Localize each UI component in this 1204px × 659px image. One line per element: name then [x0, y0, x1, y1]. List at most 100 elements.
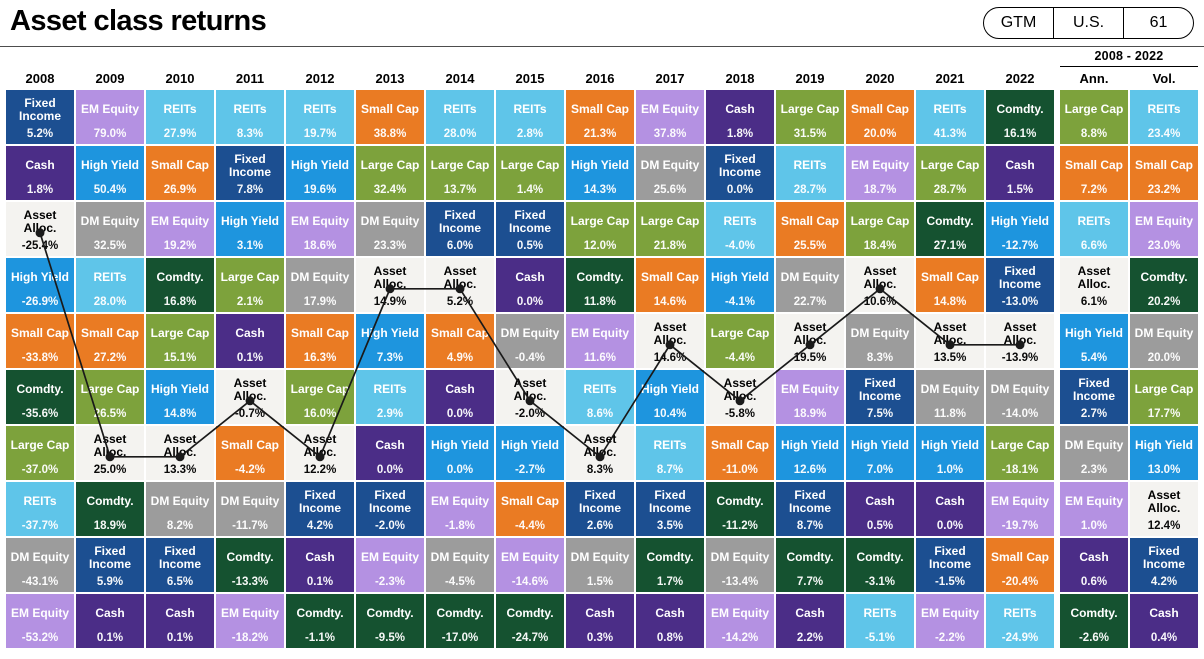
return-cell: Cash 0.5%	[846, 482, 914, 536]
return-cell: EM Equity -1.8%	[426, 482, 494, 536]
asset-label: High Yield	[710, 270, 769, 285]
return-value: 16.3%	[303, 352, 337, 364]
asset-label: DM Equity	[80, 214, 140, 229]
asset-label: REITs	[723, 214, 757, 229]
column-header: 2016	[585, 71, 615, 86]
return-value: 2.1%	[236, 296, 264, 308]
asset-label: High Yield	[990, 214, 1049, 229]
return-value: -25.4%	[21, 240, 59, 252]
asset-label: EM Equity	[570, 326, 629, 341]
asset-label: Comdty.	[1140, 270, 1188, 285]
return-cell: Large Cap -18.1%	[986, 426, 1054, 480]
return-cell: Fixed Income 8.7%	[776, 482, 844, 536]
asset-label: DM Equity	[780, 270, 840, 285]
column-2017: 2017 EM Equity 37.8% DM Equity 25.6% Large Ca…	[636, 71, 704, 648]
asset-label: Small Cap	[640, 270, 700, 285]
column-2011: 2011 REITs 8.3% Fixed Income 7.8% High Yield 3…	[216, 71, 284, 648]
asset-label: Large Cap	[990, 438, 1050, 453]
return-cell: Asset Alloc. 14.6%	[636, 314, 704, 368]
asset-label: REITs	[1077, 214, 1111, 229]
asset-label: DM Equity	[10, 550, 70, 565]
return-cell: Asset Alloc. 5.2%	[426, 258, 494, 312]
return-cell: Cash 0.1%	[286, 538, 354, 592]
return-cell: Cash 0.3%	[566, 594, 634, 648]
asset-label: DM Equity	[220, 494, 280, 509]
return-value: 6.5%	[166, 576, 194, 588]
return-cell: Fixed Income 5.2%	[6, 90, 74, 144]
return-value: -1.1%	[304, 632, 336, 644]
asset-label: Asset Alloc.	[793, 319, 827, 347]
return-value: 7.7%	[796, 576, 824, 588]
asset-label: Comdty.	[226, 550, 274, 565]
return-value: -14.2%	[721, 632, 759, 644]
return-value: 14.3%	[583, 184, 617, 196]
return-value: 1.7%	[656, 576, 684, 588]
return-cell: REITs 8.3%	[216, 90, 284, 144]
asset-label: Comdty.	[296, 606, 344, 621]
asset-label: Small Cap	[10, 326, 70, 341]
return-cell: Fixed Income -13.0%	[986, 258, 1054, 312]
return-cell: DM Equity 20.0%	[1130, 314, 1198, 368]
return-value: -19.7%	[1001, 520, 1039, 532]
column-2022: 2022 Comdty. 16.1% Cash 1.5% High Yield -12.7%…	[986, 71, 1054, 648]
return-cell: Fixed Income 0.5%	[496, 202, 564, 256]
asset-label: DM Equity	[570, 550, 630, 565]
return-value: 26.5%	[93, 408, 127, 420]
asset-label: Cash	[1149, 606, 1179, 621]
return-value: 27.2%	[93, 352, 127, 364]
return-value: -26.9%	[21, 296, 59, 308]
asset-label: DM Equity	[1064, 438, 1124, 453]
return-value: 18.9%	[93, 520, 127, 532]
return-value: 5.9%	[96, 576, 124, 588]
return-value: 25.5%	[793, 240, 827, 252]
return-value: 38.8%	[373, 128, 407, 140]
column-2018: 2018 Cash 1.8% Fixed Income 0.0% REITs -4.0% Hi…	[706, 71, 774, 648]
summary-range-header: 2008 - 2022	[1060, 49, 1198, 67]
return-value: 14.6%	[653, 296, 687, 308]
asset-label: High Yield	[640, 382, 699, 397]
return-value: 2.6%	[586, 520, 614, 532]
asset-label: DM Equity	[850, 326, 910, 341]
return-cell: High Yield 10.4%	[636, 370, 704, 424]
return-cell: Cash 0.1%	[216, 314, 284, 368]
return-value: -12.7%	[1001, 240, 1039, 252]
column-header: 2018	[725, 71, 755, 86]
column-2013: 2013 Small Cap 38.8% Large Cap 32.4% DM Equit…	[356, 71, 424, 648]
return-value: 6.6%	[1080, 240, 1108, 252]
column-2008: 2008 Fixed Income 5.2% Cash 1.8% Asset Alloc.…	[6, 71, 74, 648]
slide-header: Asset class returns GTM U.S. 61	[0, 0, 1204, 40]
return-cell: Cash 1.8%	[6, 146, 74, 200]
return-cell: Asset Alloc. 14.9%	[356, 258, 424, 312]
asset-label: High Yield	[920, 438, 979, 453]
asset-label: REITs	[373, 382, 407, 397]
column-ann: Ann. Large Cap 8.8% Small Cap 7.2% REITs 6.6% A…	[1060, 71, 1128, 648]
return-cell: Cash 0.0%	[356, 426, 424, 480]
return-value: 0.1%	[236, 352, 264, 364]
column-header: 2014	[445, 71, 475, 86]
column-header: 2021	[935, 71, 965, 86]
return-value: -4.4%	[724, 352, 756, 364]
return-value: -17.0%	[441, 632, 479, 644]
return-cell: Small Cap 14.8%	[916, 258, 984, 312]
column-header: 2008	[25, 71, 55, 86]
asset-label: Large Cap	[850, 214, 910, 229]
return-cell: Fixed Income 7.5%	[846, 370, 914, 424]
return-value: 2.3%	[1080, 464, 1108, 476]
column-2015: 2015 REITs 2.8% Large Cap 1.4% Fixed Income 0.…	[496, 71, 564, 648]
asset-label: Comdty.	[716, 494, 764, 509]
return-cell: Large Cap 2.1%	[216, 258, 284, 312]
asset-label: Asset Alloc.	[723, 375, 757, 403]
asset-label: DM Equity	[360, 214, 420, 229]
column-header: 2009	[95, 71, 125, 86]
asset-label: Fixed Income	[1072, 375, 1115, 403]
asset-label: Comdty.	[156, 270, 204, 285]
return-cell: DM Equity 17.9%	[286, 258, 354, 312]
return-cell: Asset Alloc. 13.3%	[146, 426, 214, 480]
return-cell: Comdty. 11.8%	[566, 258, 634, 312]
return-cell: High Yield -2.7%	[496, 426, 564, 480]
return-value: 7.8%	[236, 184, 264, 196]
asset-label: DM Equity	[500, 326, 560, 341]
return-cell: Cash 0.1%	[146, 594, 214, 648]
return-cell: Cash 0.0%	[426, 370, 494, 424]
asset-label: Comdty.	[16, 382, 64, 397]
